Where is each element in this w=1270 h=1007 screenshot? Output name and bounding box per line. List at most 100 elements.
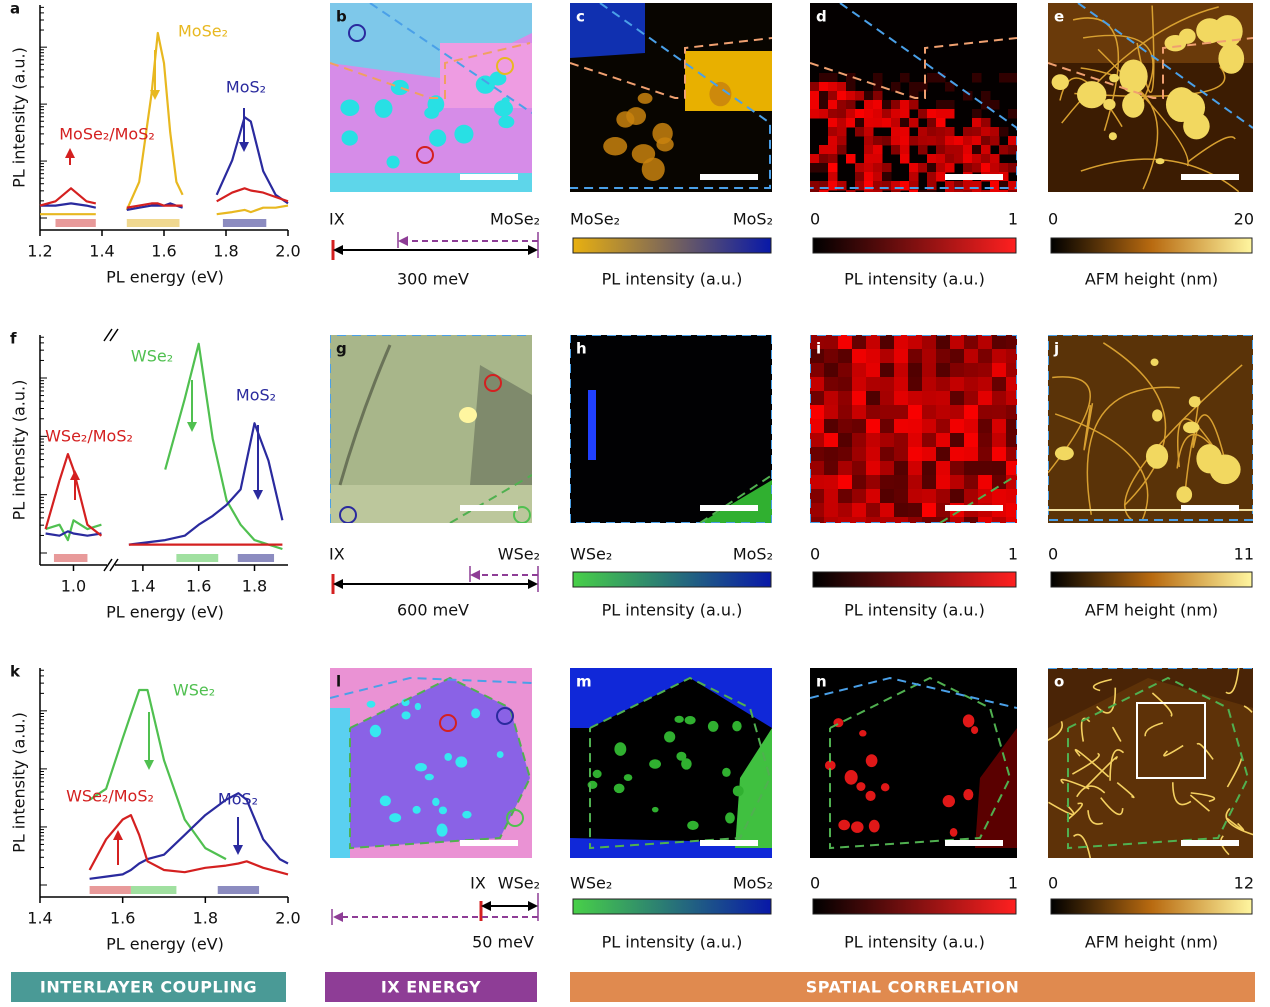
pixel <box>927 136 937 146</box>
pixel <box>981 127 991 137</box>
y-axis-label: PL intensity (a.u.) <box>10 47 29 188</box>
pixel <box>810 377 825 392</box>
pixel <box>837 127 847 137</box>
panel-letter: e <box>1054 8 1064 26</box>
pixel <box>908 489 923 504</box>
colorbar-end-label: MoS₂ <box>733 210 773 229</box>
x-tick-label: 1.6 <box>151 242 176 261</box>
pixel <box>922 335 937 350</box>
pixel <box>992 447 1007 462</box>
pixel <box>866 349 881 364</box>
colorbar-end-label: 0 <box>1048 545 1058 564</box>
micrograph <box>330 335 532 523</box>
pixel <box>824 377 839 392</box>
pixel <box>964 405 979 420</box>
panel-letter: h <box>576 340 587 358</box>
pixel <box>909 172 919 182</box>
blob <box>624 774 633 781</box>
pixel <box>846 82 856 92</box>
pixel <box>852 503 867 518</box>
arrow-head <box>528 901 538 911</box>
pixel <box>819 154 829 164</box>
pixel <box>922 447 937 462</box>
colorbar <box>573 572 771 587</box>
x-tick-label: 2.0 <box>275 242 300 261</box>
pixel <box>846 190 856 200</box>
scale-bar <box>460 174 518 180</box>
pixel <box>891 118 901 128</box>
pixel <box>838 405 853 420</box>
pixel <box>900 136 910 146</box>
pixel <box>810 517 825 532</box>
series-label: MoSe₂/MoS₂ <box>59 125 155 144</box>
pixel <box>908 391 923 406</box>
pixel <box>909 100 919 110</box>
blob <box>375 99 393 118</box>
pixel <box>866 335 881 350</box>
pixel <box>824 475 839 490</box>
pixel <box>828 118 838 128</box>
pixel <box>1006 517 1021 532</box>
pixel <box>894 447 909 462</box>
blob <box>1122 92 1144 117</box>
energy-left: IX <box>470 874 486 893</box>
micrograph <box>330 668 532 858</box>
pixel <box>880 349 895 364</box>
blob <box>1055 446 1074 460</box>
pixel <box>864 172 874 182</box>
pixel <box>999 181 1009 191</box>
pixel <box>978 517 993 532</box>
blob <box>856 782 865 791</box>
colorbar-end-label: WSe₂ <box>570 545 612 564</box>
colorbar-end-label: 20 <box>1234 210 1254 229</box>
pixel <box>936 517 951 532</box>
pixel <box>990 163 1000 173</box>
pixel <box>922 363 937 378</box>
blob <box>593 770 602 778</box>
section-title: INTERLAYER COUPLING <box>40 978 257 997</box>
pixel <box>1006 349 1021 364</box>
blob <box>649 759 661 769</box>
pixel <box>852 391 867 406</box>
series-label: WSe₂/MoS₂ <box>66 787 154 806</box>
pixel <box>936 377 951 392</box>
section-title: IX ENERGY <box>381 978 481 997</box>
pixel <box>882 118 892 128</box>
pixel <box>900 154 910 164</box>
pixel <box>810 190 820 200</box>
pixel <box>992 377 1007 392</box>
panel-letter: l <box>336 673 341 691</box>
pixel <box>838 489 853 504</box>
blob <box>674 716 683 723</box>
panel-letter: d <box>816 8 827 26</box>
pixel <box>873 136 883 146</box>
colorbar-label: PL intensity (a.u.) <box>602 933 743 952</box>
blob <box>471 708 480 718</box>
pixel <box>824 419 839 434</box>
x-tick-label: 1.6 <box>186 577 211 596</box>
pixel <box>846 109 856 119</box>
pixel <box>950 419 965 434</box>
colorbar-label: PL intensity (a.u.) <box>844 270 985 289</box>
pixel <box>964 349 979 364</box>
pixel <box>864 109 874 119</box>
blob <box>342 130 358 145</box>
blob <box>963 714 975 727</box>
pixel <box>882 172 892 182</box>
blob <box>415 703 421 710</box>
pixel <box>972 109 982 119</box>
scale-bar <box>460 840 518 846</box>
energy-right: WSe₂ <box>498 874 540 893</box>
pixel <box>866 363 881 378</box>
pixel <box>894 517 909 532</box>
blob <box>1109 74 1119 82</box>
pixel <box>873 181 883 191</box>
colorbar-label: PL intensity (a.u.) <box>602 601 743 620</box>
pixel <box>945 190 955 200</box>
pixel <box>828 91 838 101</box>
pixel <box>909 118 919 128</box>
pixel <box>909 136 919 146</box>
pixel <box>824 391 839 406</box>
blob <box>497 751 504 758</box>
pixel <box>824 447 839 462</box>
